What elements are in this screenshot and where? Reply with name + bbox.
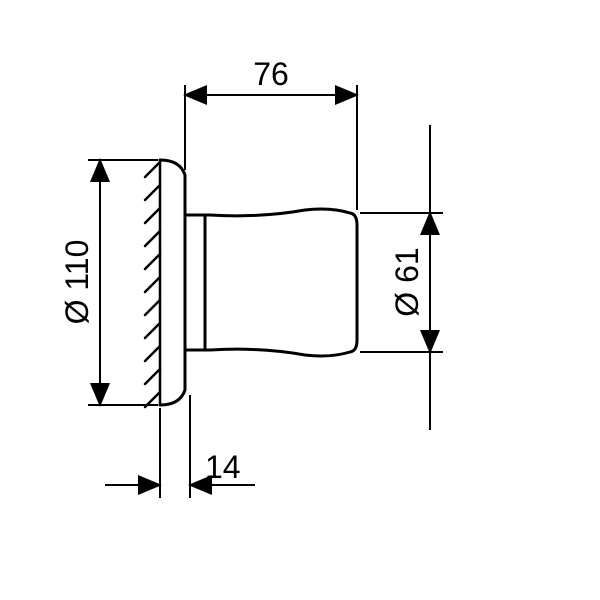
technical-drawing: 76 Ø 110 Ø 61 14: [0, 0, 600, 600]
dim-width-top: [185, 85, 357, 210]
dim-flange-thickness-label: 14: [205, 449, 241, 485]
main-outline: [145, 160, 357, 407]
dim-diameter-flange-label: Ø 110: [59, 240, 95, 325]
dim-width-top-label: 76: [253, 56, 289, 92]
dim-diameter-knob-label: Ø 61: [389, 247, 425, 316]
